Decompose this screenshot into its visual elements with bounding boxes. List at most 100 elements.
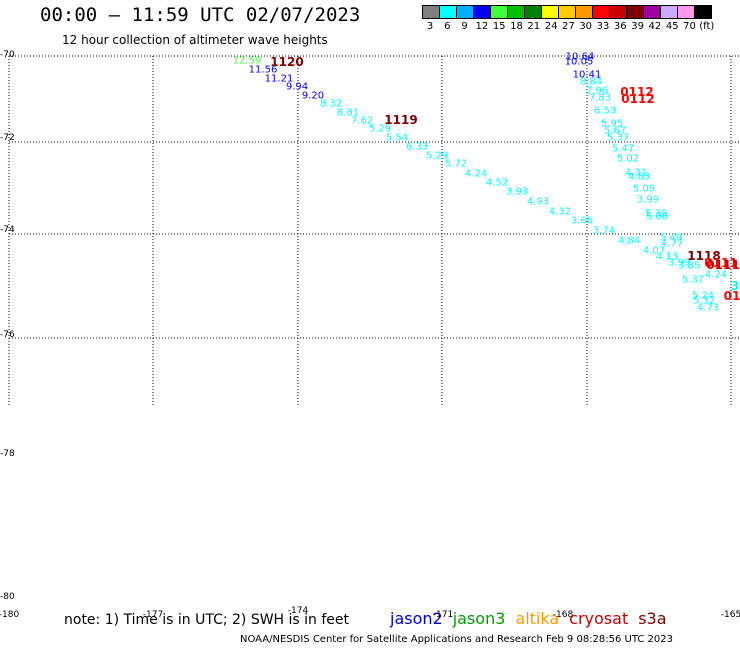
pass-time-label: 0112 [620,85,654,99]
legend-swatch [694,5,712,19]
legend-label: 18 [510,21,523,32]
wave-height-value: 4.31 [624,167,648,179]
wave-height-value: 8.32 [319,98,343,110]
satellite-legend: jason2 jason3 altika cryosat s3a [390,609,667,628]
wave-height-value: 9.94 [285,81,309,93]
wave-height-value: 8.81 [336,107,360,119]
wave-height-value: 4.32 [548,206,572,218]
color-scale-labels: 3 6 9 12 15 18 21 24 27 30 33 36 39 42 45 70 (ft) [422,21,740,35]
footnote: note: 1) Time is in UTC; 2) SWH is in fe… [64,612,350,628]
longitude-label: -177 [142,610,164,620]
legend-label: 27 [562,21,575,32]
latitude-label: -74 [0,225,15,235]
wave-height-value: 5.54 [385,132,409,144]
wave-height-value: 4.07 [642,245,666,257]
wave-height-value: 11.56 [248,64,278,76]
wave-height-value: 5.08 [645,211,669,223]
wave-height-value: 4.13 [655,251,679,263]
wave-height-value: 4.77 [660,238,684,250]
longitude-label: -171 [432,610,454,620]
longitude-label: -174 [287,606,309,616]
pass-time-label: 1119 [384,113,418,127]
longitude-label: -168 [552,610,574,620]
wave-height-value: 11.21 [264,73,294,85]
wave-height-value: 10.64 [565,51,595,63]
wave-height-value: 5.72 [444,158,468,170]
legend-label: 3 [426,21,434,32]
legend-label: 21 [527,21,541,32]
wave-height-value: 10.05 [564,56,594,68]
wave-height-value: 4.84 [617,235,641,247]
wave-height-value: 5.37 [681,274,705,286]
wave-height-value: 5.49 [659,232,683,244]
wave-height-value: 6.53 [593,105,617,117]
satellite-label: cryosat [569,609,629,628]
wave-height-value: 5.95 [600,118,624,130]
wave-height-value: 5.67 [603,125,627,137]
latitude-label: -76 [0,330,15,340]
legend-label: 42 [648,21,662,32]
legend-label: 15 [492,21,506,32]
wave-height-value: 5.29 [368,123,392,135]
wave-height-value: 5.29 [425,150,449,162]
wave-height-value: 4.73 [696,302,720,314]
wave-height-value: 4.83 [627,171,651,183]
wave-height-value: 3.66 [570,215,594,227]
satellite-label: s3a [638,609,667,628]
graticule [8,55,740,405]
pass-time-label: 0112 [621,92,655,106]
latitude-label: -70 [0,50,15,60]
wave-height-value: 7.62 [350,115,374,127]
legend-label: 33 [596,21,610,32]
wave-height-value: 4.93 [526,196,550,208]
wave-height-value: 3.85 [677,260,701,272]
legend-label: 70 [683,21,696,32]
wave-height-value: 9.20 [301,90,325,102]
legend-label: 36 [613,21,627,32]
wave-height-value: 7.83 [588,92,612,104]
latitude-label: -80 [0,592,15,602]
legend-label: 39 [631,21,644,32]
pass-time-label: 1118 [687,249,721,263]
wave-height-value: 4.24 [704,269,728,281]
credit-line: NOAA/NESDIS Center for Satellite Applica… [240,634,673,645]
longitude-label: -180 [0,610,20,620]
satellite-label: jason3 [452,609,506,628]
satellite-label: jason2 [390,609,443,628]
pass-time-label: 0111 [706,258,740,272]
legend-label: (ft) [699,21,715,32]
wave-height-value: 3.99 [636,194,660,206]
color-scale-legend [422,5,712,19]
map-subtitle: 12 hour collection of altimeter wave hei… [62,33,328,47]
wave-height-value: 5.37 [606,132,630,144]
legend-label: 24 [544,21,558,32]
legend-label: 6 [444,21,451,32]
legend-label: 12 [475,21,489,32]
wave-height-value: 5.32 [692,295,716,307]
wave-height-value: 5.02 [616,153,640,165]
wave-height-value: 10.41 [572,69,602,81]
legend-label: 45 [665,21,679,32]
wave-height-value: 3.93 [505,186,529,198]
pass-time-label: 0111 [704,256,738,270]
wave-height-value: 4.24 [464,168,488,180]
latitude-label: -78 [0,449,15,459]
map-title: 00:00 – 11:59 UTC 02/07/2023 [40,4,361,26]
wave-height-value: 7.96 [585,85,609,97]
pass-time-label: 3 [730,279,740,293]
wave-height-value: 5.24 [691,290,715,302]
satellite-label: altika [515,609,560,628]
legend-label: 30 [579,21,593,32]
wave-height-value: 8.84 [579,76,603,88]
wave-height-value: 6.33 [405,141,429,153]
wave-height-value: 12.59 [232,55,262,67]
longitude-label: -165 [720,610,740,620]
pass-time-label: 1120 [270,55,304,69]
latitude-label: -72 [0,133,15,143]
pass-time-label: 01 [723,289,740,303]
wave-height-value: 4.52 [485,177,509,189]
wave-height-value: 5.47 [611,143,635,155]
wave-height-value: 5.09 [632,183,656,195]
wave-height-value: 3.74 [592,225,616,237]
